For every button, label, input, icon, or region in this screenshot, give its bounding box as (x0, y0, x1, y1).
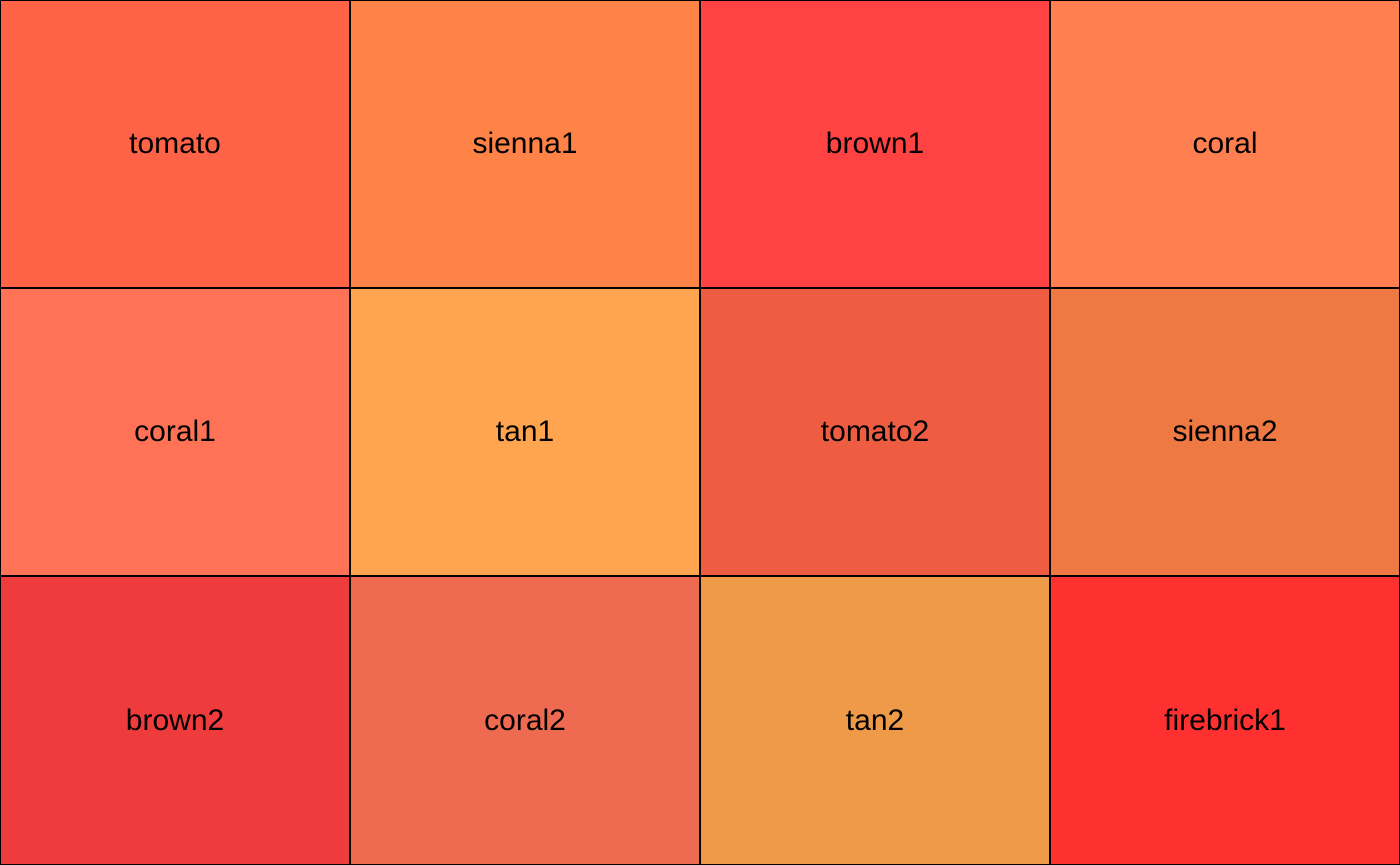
swatch-label: coral1 (134, 415, 216, 448)
swatch-label: firebrick1 (1164, 703, 1286, 737)
swatch-tan2: tan2 (700, 576, 1050, 865)
swatch-coral: coral (1050, 0, 1400, 288)
swatch-coral1: coral1 (0, 288, 350, 576)
swatch-label: tan1 (495, 415, 555, 448)
swatch-label: coral2 (484, 703, 566, 737)
swatch-coral2: coral2 (350, 576, 700, 865)
swatch-tomato: tomato (0, 0, 350, 288)
swatch-label: tomato2 (820, 415, 930, 448)
swatch-firebrick1: firebrick1 (1050, 576, 1400, 865)
swatch-tomato2: tomato2 (700, 288, 1050, 576)
swatch-tan1: tan1 (350, 288, 700, 576)
swatch-sienna2: sienna2 (1050, 288, 1400, 576)
swatch-brown1: brown1 (700, 0, 1050, 288)
swatch-brown2: brown2 (0, 576, 350, 865)
swatch-label: tomato (129, 127, 221, 160)
swatch-label: brown2 (125, 703, 225, 737)
swatch-label: sienna1 (472, 127, 578, 160)
swatch-label: brown1 (825, 127, 925, 160)
swatch-label: sienna2 (1172, 415, 1278, 448)
swatch-sienna1: sienna1 (350, 0, 700, 288)
swatch-label: coral (1192, 127, 1258, 160)
swatch-label: tan2 (845, 703, 905, 737)
